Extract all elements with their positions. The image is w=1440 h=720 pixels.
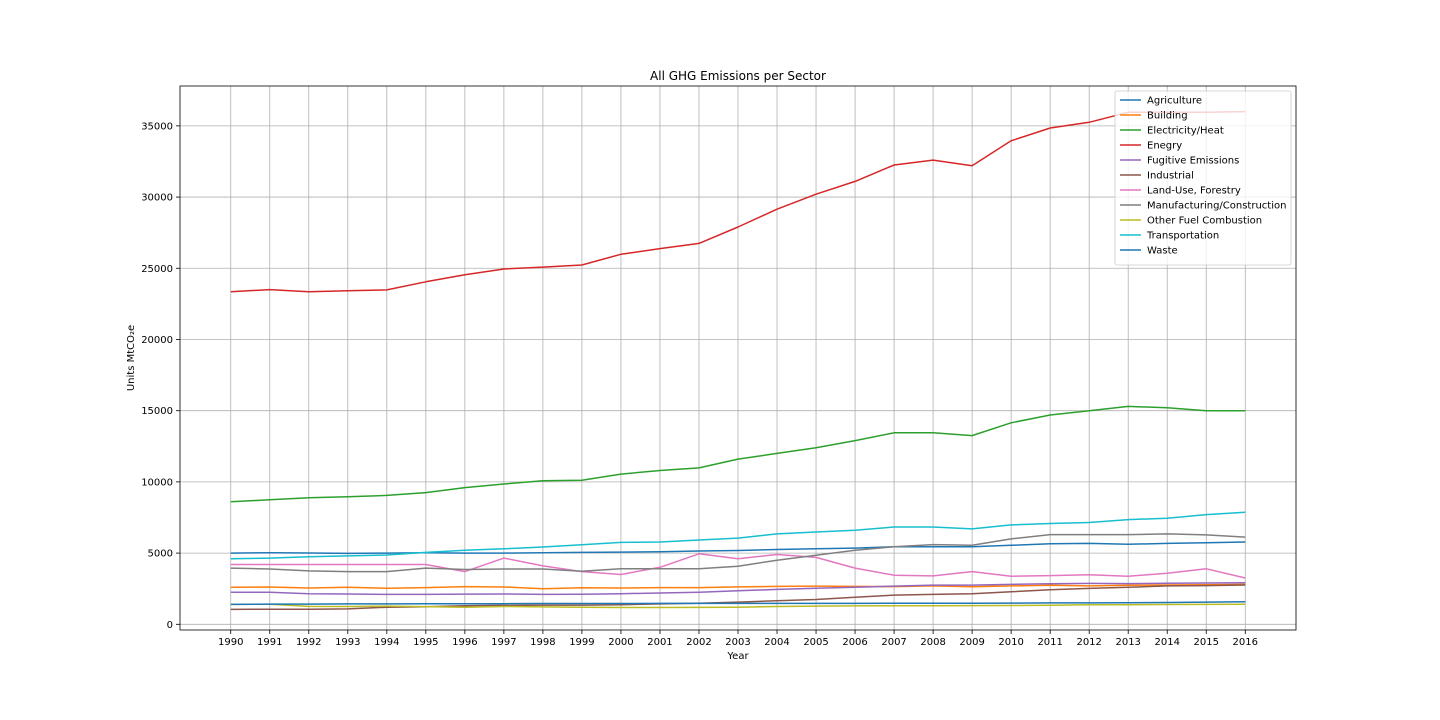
legend-label-transportation: Transportation: [1146, 231, 1219, 242]
x-tick-label: 2008: [920, 637, 945, 648]
legend-label-land-use-forestry: Land-Use, Forestry: [1147, 186, 1241, 197]
y-tick-label: 30000: [141, 193, 173, 204]
y-tick-label: 25000: [141, 264, 173, 275]
x-tick-label: 2011: [1037, 637, 1062, 648]
x-tick-label: 2009: [959, 637, 984, 648]
x-axis-ticks: 1990 1991 1992 1993 1994 1995 1996 1997 1998 1999…: [218, 630, 1258, 648]
y-tick-label: 0: [167, 620, 173, 631]
legend-label-fugitive-emissions: Fugitive Emissions: [1147, 156, 1239, 167]
x-tick-label: 1998: [530, 637, 555, 648]
y-tick-label: 20000: [141, 335, 173, 346]
x-tick-label: 2010: [998, 637, 1023, 648]
series-line-waste: [230, 601, 1246, 606]
x-tick-label: 1997: [491, 637, 516, 648]
x-tick-label: 2005: [803, 637, 828, 648]
series-line-other-fuel-combustion: [230, 603, 1246, 609]
x-tick-label: 2015: [1194, 637, 1219, 648]
legend-label-electricity-heat: Electricity/Heat: [1147, 126, 1224, 137]
legend: Agriculture Building Electricity/Heat Enegr…: [1114, 90, 1292, 266]
series-lines: [230, 110, 1246, 611]
grid: [180, 86, 1296, 630]
x-tick-label: 2004: [764, 637, 789, 648]
x-tick-label: 1990: [218, 637, 243, 648]
legend-box: [1114, 90, 1292, 266]
x-tick-label: 1991: [257, 637, 282, 648]
y-tick-label: 15000: [141, 406, 173, 417]
x-tick-label: 2007: [881, 637, 906, 648]
legend-label-building: Building: [1147, 111, 1188, 122]
x-tick-label: 2016: [1233, 637, 1258, 648]
y-tick-label: 35000: [141, 121, 173, 132]
x-tick-label: 1995: [413, 637, 438, 648]
x-tick-label: 2013: [1115, 637, 1140, 648]
series-line-agriculture: [230, 541, 1246, 555]
x-tick-label: 2003: [725, 637, 750, 648]
x-axis-label: Year: [726, 651, 749, 662]
legend-label-enegry: Enegry: [1147, 141, 1182, 152]
chart-title: All GHG Emissions per Sector: [650, 69, 826, 83]
y-tick-label: 5000: [148, 549, 173, 560]
series-line-electricity-heat: [230, 405, 1246, 503]
x-tick-label: 1994: [374, 637, 399, 648]
x-tick-label: 2002: [686, 637, 711, 648]
x-tick-label: 1992: [296, 637, 321, 648]
series-line-transportation: [230, 511, 1246, 560]
x-tick-label: 1993: [335, 637, 360, 648]
legend-label-industrial: Industrial: [1147, 171, 1194, 182]
x-tick-label: 1996: [452, 637, 477, 648]
legend-label-waste: Waste: [1147, 246, 1178, 257]
series-line-manufacturing-construction: [230, 533, 1246, 573]
x-tick-label: 2006: [842, 637, 867, 648]
x-tick-label: 2001: [647, 637, 672, 648]
series-line-industrial: [230, 584, 1246, 611]
x-tick-label: 1999: [569, 637, 594, 648]
legend-label-other-fuel-combustion: Other Fuel Combustion: [1147, 216, 1262, 227]
series-line-land-use-forestry: [230, 553, 1246, 579]
x-tick-label: 2014: [1155, 637, 1180, 648]
y-tick-label: 10000: [141, 477, 173, 488]
series-line-fugitive-emissions: [230, 581, 1246, 596]
y-axis-ticks: 0 5000 10000 15000 20000 25000 30000 35000: [141, 121, 180, 631]
x-tick-label: 2000: [608, 637, 633, 648]
legend-label-agriculture: Agriculture: [1147, 96, 1202, 107]
x-tick-label: 2012: [1076, 637, 1101, 648]
series-line-enegry: [230, 110, 1246, 293]
legend-label-manufacturing-construction: Manufacturing/Construction: [1147, 201, 1286, 212]
series-line-building: [230, 583, 1246, 590]
y-axis-label: Units MtCO₂e: [126, 325, 137, 391]
